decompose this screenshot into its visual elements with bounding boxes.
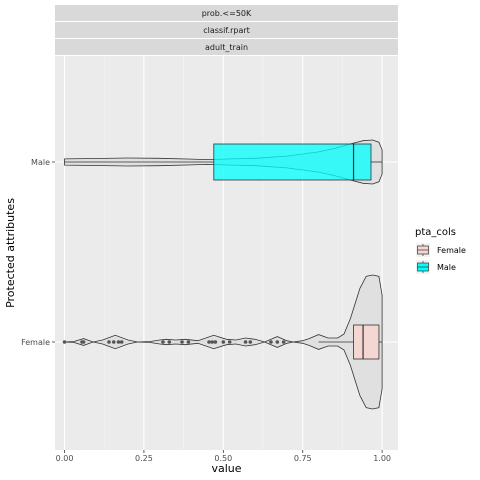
x-axis: 0.00 0.25 0.50 0.75 1.00 <box>56 450 391 463</box>
legend-label-male: Male <box>437 263 456 272</box>
x-tick-label: 1.00 <box>373 454 391 463</box>
y-axis: Female Male <box>21 158 55 347</box>
outlier-point <box>180 340 184 344</box>
outlier-point <box>243 340 248 344</box>
facet-strip-3-label: adult_train <box>205 43 248 52</box>
box-male <box>213 143 372 181</box>
outlier-point <box>167 340 172 344</box>
outliers <box>62 340 286 344</box>
box-female <box>353 324 380 360</box>
outlier-point <box>213 340 218 344</box>
outlier-point <box>107 340 111 344</box>
y-axis-title: Protected attributes <box>4 198 17 308</box>
outlier-point <box>116 340 121 344</box>
outlier-point <box>210 340 215 344</box>
x-tick-label: 0.50 <box>214 454 232 463</box>
legend-title: pta_cols <box>415 227 456 238</box>
facet-strip-2 <box>55 22 398 38</box>
outlier-point <box>81 340 86 344</box>
x-axis-title: value <box>211 462 241 475</box>
facet-strip-3 <box>55 39 398 55</box>
grid-minor <box>103 56 343 450</box>
facet-strip-1 <box>55 5 398 21</box>
facet-strip-1-label: prob.<=50K <box>202 9 252 18</box>
x-tick-label: 0.25 <box>135 454 153 463</box>
outlier-point <box>275 340 280 344</box>
y-tick-label: Female <box>21 338 50 347</box>
outlier-point <box>62 340 67 344</box>
x-tick-label: 0.00 <box>56 454 74 463</box>
outlier-point <box>248 340 253 344</box>
outlier-point <box>281 340 286 344</box>
outlier-point <box>186 340 191 344</box>
outlier-point <box>269 340 273 344</box>
facet-strip-2-label: classif.rpart <box>203 26 250 35</box>
x-tick-label: 0.75 <box>294 454 312 463</box>
outlier-point <box>227 340 232 344</box>
plot-panel <box>55 56 398 450</box>
outlier-point <box>111 340 116 344</box>
legend: pta_cols Female Male <box>415 227 466 274</box>
outlier-point <box>119 340 124 344</box>
outlier-point <box>207 340 211 344</box>
boxes <box>64 143 383 360</box>
outlier-point <box>221 340 226 344</box>
legend-label-female: Female <box>437 246 466 255</box>
outlier-point <box>161 340 165 344</box>
y-tick-label: Male <box>31 158 50 167</box>
